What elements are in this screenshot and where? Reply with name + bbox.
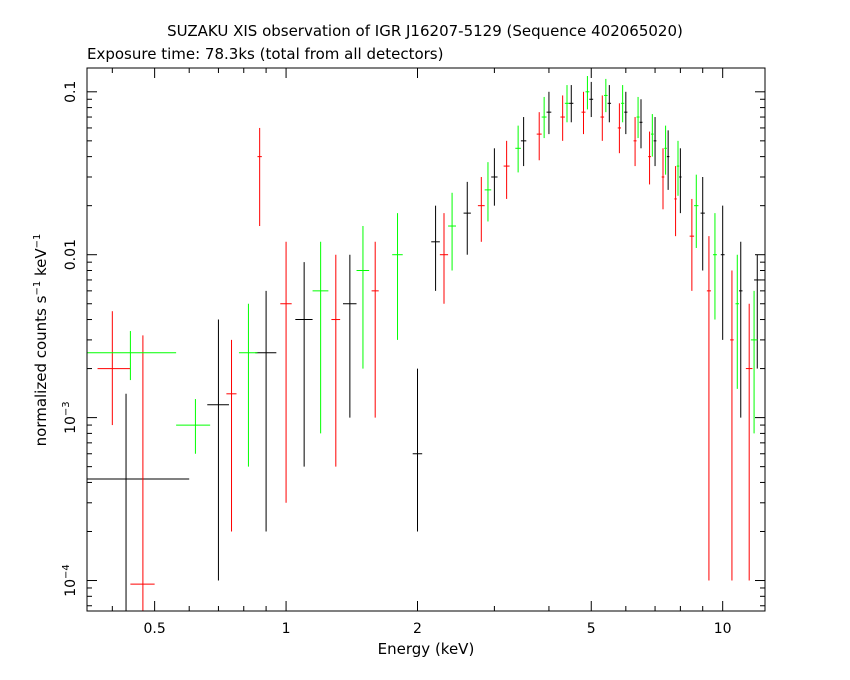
data-point xyxy=(238,303,258,467)
data-point xyxy=(463,181,471,255)
tick-layer xyxy=(87,68,765,611)
data-point xyxy=(666,130,670,190)
data-point xyxy=(624,91,628,135)
data-point xyxy=(735,254,740,389)
data-point xyxy=(585,76,590,110)
data-point xyxy=(342,254,357,418)
data-point xyxy=(589,81,594,118)
data-point xyxy=(87,331,177,381)
data-point xyxy=(87,393,190,611)
data-point xyxy=(515,125,521,173)
data-point xyxy=(312,241,329,434)
series-0 xyxy=(87,81,761,611)
data-point xyxy=(653,117,657,167)
data-point xyxy=(750,290,758,434)
data-point xyxy=(706,236,711,581)
data-point xyxy=(712,213,717,320)
data-point xyxy=(636,96,640,139)
data-point xyxy=(431,205,440,291)
data-point xyxy=(176,399,211,454)
data-point xyxy=(664,125,667,175)
data-point xyxy=(720,205,725,340)
data-point xyxy=(617,103,622,154)
y-tick-label: 0.01 xyxy=(63,239,79,270)
data-point xyxy=(356,226,370,369)
data-point xyxy=(569,85,574,123)
series-1 xyxy=(97,91,753,611)
chart-title: SUZAKU XIS observation of IGR J16207-512… xyxy=(167,22,683,40)
x-tick-labels: 0.5 1 2 5 10 xyxy=(144,621,732,637)
y-tick-label: 10−3 xyxy=(61,401,79,434)
data-point xyxy=(648,131,651,185)
x-tick-label: 5 xyxy=(587,621,596,637)
data-point xyxy=(477,176,485,242)
data-point xyxy=(503,140,510,199)
series-layer xyxy=(87,76,761,611)
y-axis-label-exp1: −1 xyxy=(32,281,43,296)
data-point xyxy=(621,85,625,123)
x-tick-label: 2 xyxy=(413,621,422,637)
data-point xyxy=(676,140,680,196)
data-point xyxy=(560,95,565,141)
data-point xyxy=(650,114,654,157)
x-tick-label: 0.5 xyxy=(144,621,166,637)
data-point xyxy=(639,99,643,149)
chart-subtitle: Exposure time: 78.3ks (total from all de… xyxy=(87,45,443,63)
data-point xyxy=(607,85,612,123)
x-tick-label: 1 xyxy=(282,621,291,637)
x-tick-label: 10 xyxy=(714,621,732,637)
data-point xyxy=(331,254,341,467)
data-point xyxy=(392,213,403,340)
data-point xyxy=(412,368,423,532)
data-point xyxy=(257,127,262,227)
x-axis-label: Energy (keV) xyxy=(378,640,475,658)
y-tick-label: 0.1 xyxy=(63,81,79,103)
y-axis-label-exp2: −1 xyxy=(32,234,43,249)
data-point xyxy=(674,166,677,237)
data-point xyxy=(661,148,665,210)
y-axis-label: normalized counts s−1 keV−1 xyxy=(32,234,50,447)
data-point xyxy=(689,198,695,291)
data-point xyxy=(295,262,313,467)
data-point xyxy=(491,148,498,206)
data-point xyxy=(633,117,637,167)
data-point xyxy=(546,91,552,135)
y-axis-label-part2: keV xyxy=(32,248,50,281)
series-2 xyxy=(87,76,758,467)
data-point xyxy=(541,96,547,139)
data-point xyxy=(448,192,456,271)
data-point xyxy=(226,339,237,532)
y-tick-label: 10−4 xyxy=(61,564,79,597)
data-point xyxy=(280,241,292,503)
data-point xyxy=(745,303,753,581)
y-tick-labels: 10−4 10−3 0.01 0.1 xyxy=(61,81,79,597)
data-point xyxy=(754,254,761,369)
data-point xyxy=(255,290,277,532)
y-axis-label-part1: normalized counts s xyxy=(32,295,50,446)
data-point xyxy=(536,112,542,161)
data-point xyxy=(739,241,743,418)
data-point xyxy=(130,335,155,611)
data-point xyxy=(207,319,229,581)
data-point xyxy=(564,85,570,123)
data-point xyxy=(371,241,379,418)
data-point xyxy=(730,270,734,581)
data-point xyxy=(694,174,699,248)
data-point xyxy=(484,162,492,222)
data-point xyxy=(700,176,705,271)
data-point xyxy=(97,311,131,426)
data-point xyxy=(679,148,682,214)
data-point xyxy=(604,78,608,113)
data-point xyxy=(600,95,605,141)
data-point xyxy=(520,117,527,167)
data-point xyxy=(439,213,449,304)
data-point xyxy=(581,91,586,135)
